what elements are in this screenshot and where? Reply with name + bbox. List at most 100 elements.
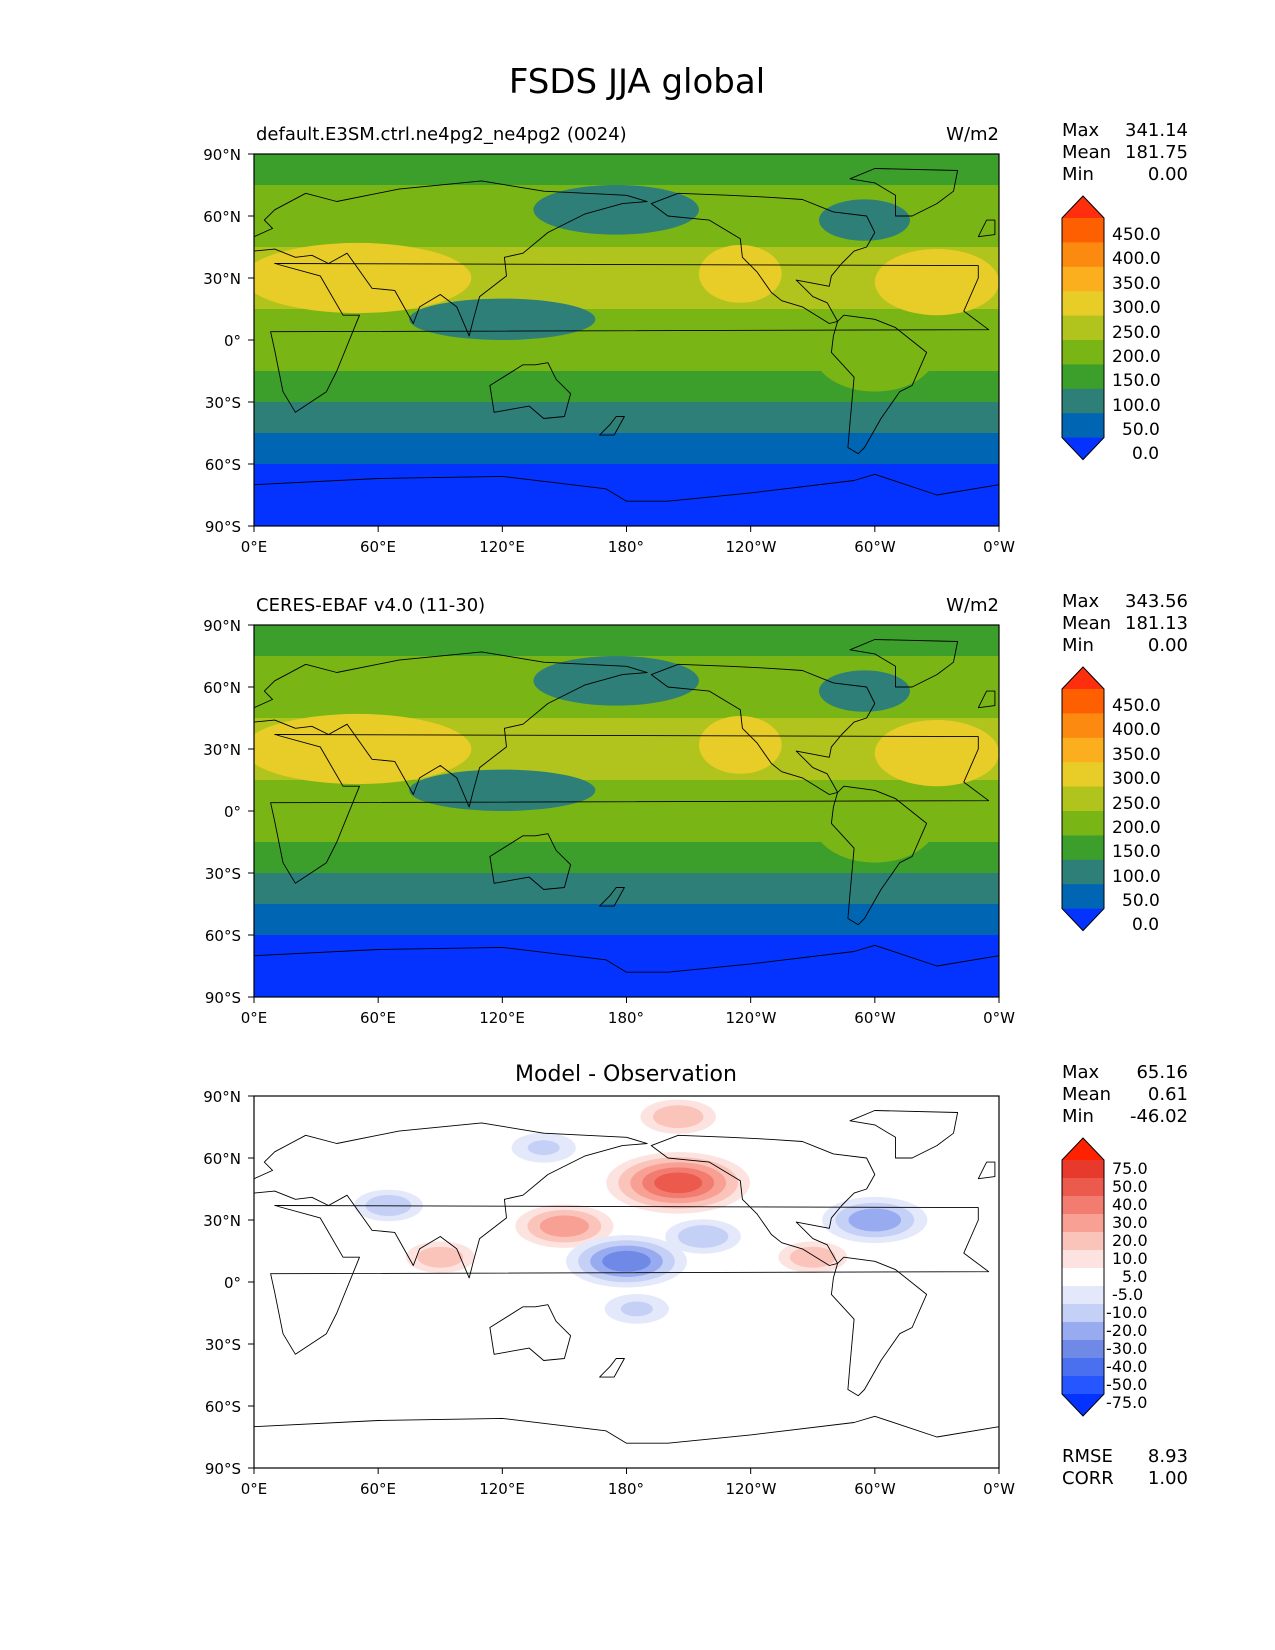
coastline <box>849 168 959 217</box>
colorbar-tick-labels: 450.0 400.0 350.0 300.0 250.0 200.0 150.… <box>1112 225 1161 464</box>
anomaly-contour <box>620 1301 653 1317</box>
coastline <box>270 263 990 413</box>
coastline <box>830 1256 928 1397</box>
stat-mean: 181.13 <box>1125 613 1188 634</box>
panel-center-title: Model - Observation <box>515 1062 737 1087</box>
coastline <box>977 219 996 238</box>
colorbar-tick-label: 200.0 <box>1112 818 1161 838</box>
field-region <box>409 298 596 340</box>
lon-tick-label: 60°E <box>360 538 396 556</box>
lat-tick-label: 90°S <box>205 518 241 536</box>
corr-value: 1.00 <box>1148 1468 1188 1489</box>
field-region <box>254 713 472 785</box>
coastline <box>489 362 572 419</box>
panel-units-label: W/m2 <box>946 595 999 616</box>
lon-tick-label: 0°W <box>983 1480 1015 1498</box>
colorbar-tick-label: -30.0 <box>1106 1339 1147 1358</box>
colorbar-extend-max <box>1062 667 1104 689</box>
lon-tick-label: 0°E <box>241 1009 268 1027</box>
coastline <box>489 1304 572 1361</box>
lat-tick-label: 0° <box>224 803 241 821</box>
stat-mean: 0.61 <box>1148 1084 1188 1105</box>
colorbar-tick-label: -20.0 <box>1106 1321 1147 1340</box>
colorbar-tick-label: 450.0 <box>1112 225 1161 245</box>
lon-tick-label: 60°W <box>854 538 896 556</box>
stat-label: Mean <box>1062 613 1111 634</box>
lat-tick-label: 30°S <box>205 1336 241 1354</box>
anomaly-contour <box>665 1111 691 1123</box>
lon-tick-label: 180° <box>608 1009 644 1027</box>
colorbar-segment <box>1062 713 1104 739</box>
colorbar-segment <box>1062 859 1104 885</box>
colorbar-tick-label: 50.0 <box>1112 1177 1148 1196</box>
colorbar-tick-label: 10.0 <box>1112 1249 1148 1268</box>
colorbar-tick-label: 20.0 <box>1112 1231 1148 1250</box>
field-region <box>874 249 999 316</box>
colorbar-tick-labels: 450.0 400.0 350.0 300.0 250.0 200.0 150.… <box>1112 696 1161 935</box>
lon-tick-label: 120°W <box>726 1009 777 1027</box>
colorbar-tick-label: 200.0 <box>1112 347 1161 367</box>
colorbar-tick-label: 150.0 <box>1112 842 1161 862</box>
field-region <box>874 720 999 787</box>
coastline <box>830 785 928 926</box>
colorbar-segment <box>1062 388 1104 414</box>
coastline <box>254 944 999 997</box>
colorbar-outline <box>1061 666 1105 932</box>
map-axes: 90°N 60°N 30°N 0° 30°S 60°S 90°S 0°E 60°… <box>203 146 1015 556</box>
stat-min: 0.00 <box>1148 635 1188 656</box>
regional-features <box>254 185 999 392</box>
latitude-band <box>254 464 999 496</box>
coastline <box>254 180 648 337</box>
colorbar-segment <box>1062 786 1104 812</box>
latitude-band <box>254 402 999 434</box>
field-region <box>523 267 648 297</box>
coastline <box>650 1134 876 1266</box>
lat-tick-label: 30°S <box>205 394 241 412</box>
stat-mean: 181.75 <box>1125 142 1188 163</box>
field-region <box>698 716 782 774</box>
colorbar-extend-min <box>1062 908 1104 931</box>
colorbar-tick-label: 40.0 <box>1112 1195 1148 1214</box>
coastline <box>489 833 572 890</box>
panel-left-title: CERES-EBAF v4.0 (11-30) <box>256 595 485 616</box>
coastlines <box>254 168 999 526</box>
colorbar-tick-label: 150.0 <box>1112 371 1161 391</box>
field-region <box>698 245 782 303</box>
colorbar-segment <box>1062 1304 1104 1323</box>
lat-tick-label: 0° <box>224 332 241 350</box>
colorbar-segment <box>1062 1250 1104 1269</box>
field-region <box>819 199 910 241</box>
lat-tick-label: 60°N <box>203 208 241 226</box>
colorbar-segment <box>1062 340 1104 365</box>
colorbar-tick-label: 400.0 <box>1112 249 1161 269</box>
anomaly-contour <box>527 1140 560 1156</box>
colorbar-tick-label: 0.0 <box>1132 444 1159 464</box>
colorbar-tick-label: 250.0 <box>1112 794 1161 814</box>
colorbar-segment <box>1062 762 1104 788</box>
regional-features <box>254 656 999 863</box>
colorbar-segment <box>1062 413 1104 439</box>
colorbar-tick-label: 30.0 <box>1112 1213 1148 1232</box>
field-region <box>819 670 910 712</box>
lon-tick-label: 0°W <box>983 1009 1015 1027</box>
colorbar-segment <box>1062 364 1104 390</box>
colorbar-segment <box>1062 1322 1104 1341</box>
colorbar-extend-min <box>1062 437 1104 460</box>
colorbar-tick-label: 350.0 <box>1112 274 1161 294</box>
stat-max: 341.14 <box>1125 120 1188 141</box>
colorbar-segment <box>1062 884 1104 910</box>
lat-tick-label: 0° <box>224 1274 241 1292</box>
lat-tick-label: 60°N <box>203 679 241 697</box>
colorbar-tick-label: 50.0 <box>1122 891 1160 911</box>
coastline <box>599 416 625 436</box>
colorbar-segment <box>1062 1286 1104 1305</box>
stat-label: Mean <box>1062 142 1111 163</box>
lat-tick-label: 60°S <box>205 1398 241 1416</box>
colorbar-segment <box>1062 1358 1104 1377</box>
anomaly-contour <box>861 1214 888 1226</box>
coastline <box>977 690 996 709</box>
colorbar-tick-label: 300.0 <box>1112 769 1161 789</box>
colorbar-tick-labels: 75.0 50.0 40.0 30.0 20.0 10.0 5.0 -5.0 -… <box>1106 1159 1148 1412</box>
colorbar-tick-label: 100.0 <box>1112 396 1161 416</box>
colorbar-tick-label: 0.0 <box>1132 915 1159 935</box>
